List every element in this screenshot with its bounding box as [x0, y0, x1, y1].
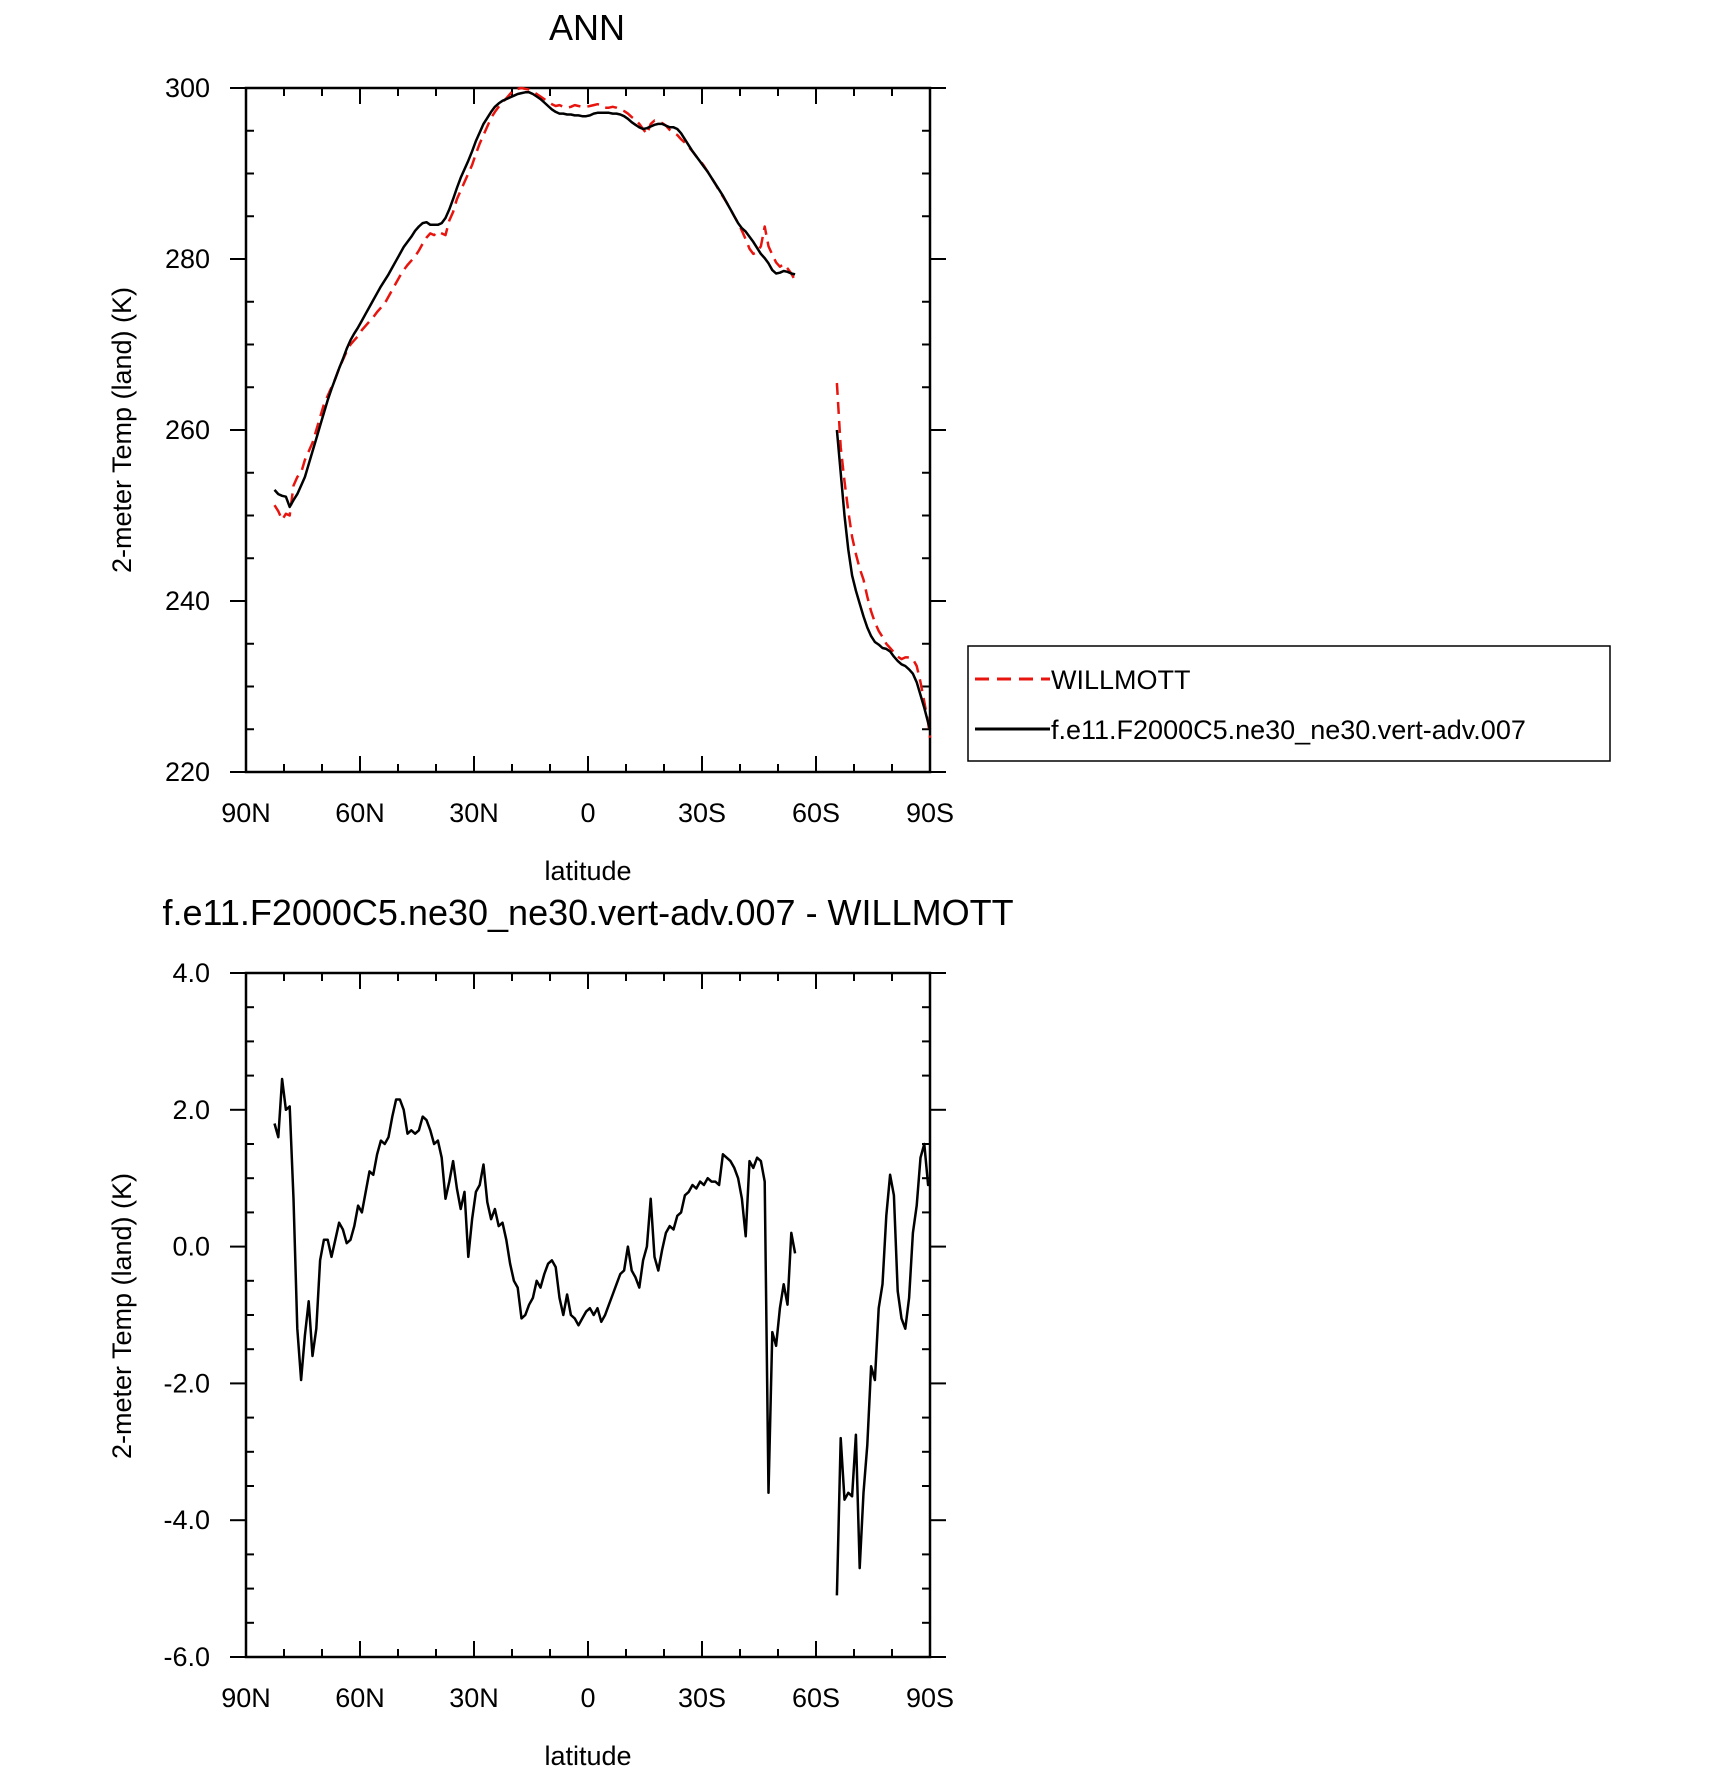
bottom-x-tick-label: 30S [678, 1683, 726, 1713]
bottom-x-tick-label: 90S [906, 1683, 954, 1713]
legend-label-model: f.e11.F2000C5.ne30_ne30.vert-adv.007 [1051, 715, 1526, 745]
legend-label-willmott: WILLMOTT [1051, 665, 1191, 695]
bottom-plot-frame [244, 971, 932, 1659]
top-y-tick-label: 280 [165, 244, 210, 274]
top-series-1-line [835, 429, 932, 730]
top-x-tick-label: 60N [335, 798, 385, 828]
bottom-series-0-line [273, 1077, 797, 1495]
bottom-y-tick-label: -2.0 [163, 1368, 210, 1398]
bottom-y-axis-label: 2-meter Temp (land) (K) [107, 1173, 137, 1459]
top-series-lines [273, 86, 932, 738]
bottom-series-lines [273, 1077, 932, 1596]
bottom-y-tick-label: 2.0 [172, 1095, 210, 1125]
bottom-panel: f.e11.F2000C5.ne30_ne30.vert-adv.007 - W… [107, 892, 1014, 1771]
legend: WILLMOTT f.e11.F2000C5.ne30_ne30.vert-ad… [967, 645, 1611, 762]
top-series-0-line [835, 382, 932, 738]
bottom-x-tick-label: 60S [792, 1683, 840, 1713]
top-series-1-line [273, 91, 796, 509]
top-y-tick-labels: 220 240 260 280 300 [165, 73, 210, 787]
bottom-y-tick-labels: -6.0 -4.0 -2.0 0.0 2.0 4.0 [163, 958, 210, 1672]
top-plot-frame [244, 86, 932, 774]
top-x-tick-label: 90S [906, 798, 954, 828]
bottom-x-tick-label: 60N [335, 1683, 385, 1713]
top-ticks [230, 87, 946, 773]
bottom-ticks [230, 972, 946, 1658]
top-x-tick-label: 0 [580, 798, 595, 828]
top-x-tick-labels: 90N 60N 30N 0 30S 60S 90S [221, 798, 954, 828]
bottom-x-tick-labels: 90N 60N 30N 0 30S 60S 90S [221, 1683, 954, 1713]
bottom-x-tick-label: 0 [580, 1683, 595, 1713]
bottom-chart-title: f.e11.F2000C5.ne30_ne30.vert-adv.007 - W… [162, 892, 1013, 933]
bottom-x-axis-label: latitude [544, 1741, 631, 1771]
top-y-tick-label: 240 [165, 586, 210, 616]
top-x-tick-label: 30N [449, 798, 499, 828]
bottom-x-tick-label: 30N [449, 1683, 499, 1713]
bottom-y-tick-label: -6.0 [163, 1642, 210, 1672]
top-x-tick-label: 30S [678, 798, 726, 828]
top-series-0-line [273, 86, 797, 522]
bottom-y-tick-label: 4.0 [172, 958, 210, 988]
top-y-axis-label: 2-meter Temp (land) (K) [107, 287, 137, 573]
top-chart-title: ANN [549, 7, 625, 48]
top-x-tick-label: 60S [792, 798, 840, 828]
bottom-y-tick-label: -4.0 [163, 1505, 210, 1535]
top-y-tick-label: 220 [165, 757, 210, 787]
top-y-tick-label: 260 [165, 415, 210, 445]
bottom-series-0-line [835, 1142, 932, 1596]
bottom-y-tick-label: 0.0 [172, 1232, 210, 1262]
bottom-x-tick-label: 90N [221, 1683, 271, 1713]
top-x-axis-label: latitude [544, 856, 631, 886]
legend-box [967, 645, 1611, 762]
top-x-tick-label: 90N [221, 798, 271, 828]
top-y-tick-label: 300 [165, 73, 210, 103]
